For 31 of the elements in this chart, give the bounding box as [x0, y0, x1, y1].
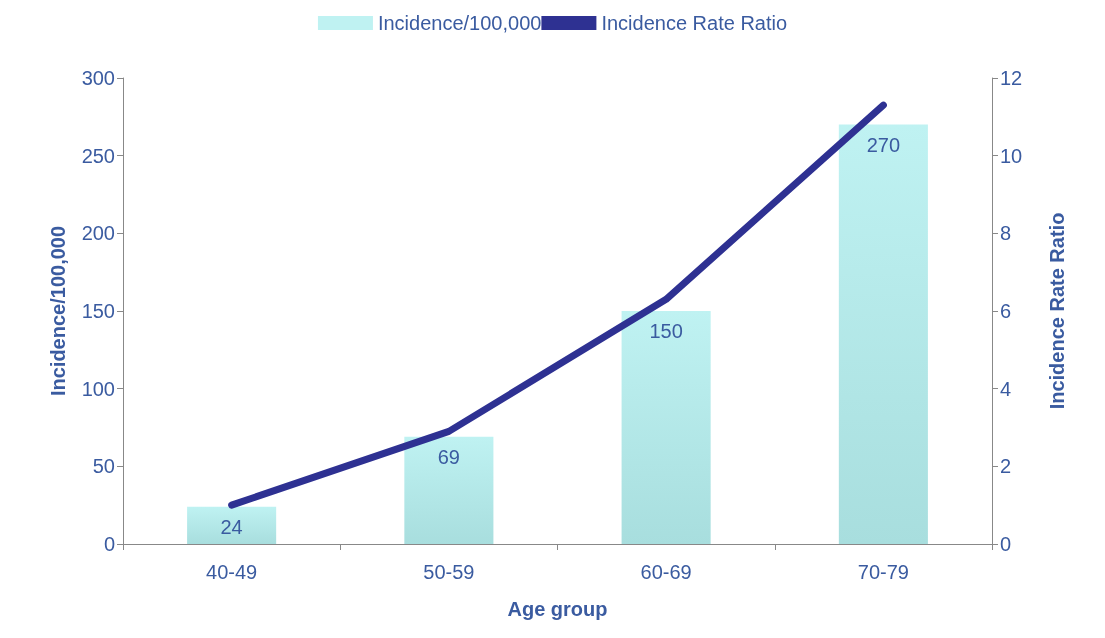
- data-label: 150: [649, 320, 683, 342]
- bar: [621, 311, 711, 544]
- y2-tick-label: 0: [1000, 533, 1012, 555]
- y2-tick-label: 8: [1000, 222, 1012, 245]
- data-label: 69: [437, 445, 460, 468]
- x-tick-label: 40-49: [206, 561, 258, 583]
- y-tick-label: 150: [81, 300, 115, 322]
- x-tick-label: 70-79: [857, 561, 909, 583]
- x-axis-title: Age group: [507, 598, 608, 620]
- y2-axis-title: Incidence Rate Ratio: [1046, 212, 1068, 410]
- data-label: 270: [866, 133, 901, 156]
- y-tick-label: 300: [81, 67, 115, 89]
- y-tick-label: 250: [81, 144, 115, 167]
- legend-label: Incidence Rate Ratio: [601, 12, 788, 34]
- y-tick-label: 0: [103, 533, 115, 555]
- bar: [404, 436, 494, 544]
- y-tick-label: 200: [81, 222, 115, 245]
- bar: [838, 124, 928, 544]
- y2-tick-label: 2: [1000, 455, 1012, 478]
- x-tick-label: 60-69: [640, 561, 692, 583]
- bar: [187, 506, 277, 544]
- data-label: 24: [220, 515, 243, 538]
- y2-tick-label: 10: [1000, 144, 1023, 167]
- legend-label: Incidence/100,000: [377, 12, 542, 34]
- y2-tick-label: 6: [1000, 300, 1012, 322]
- x-tick-label: 50-59: [423, 561, 475, 583]
- y-axis-title: Incidence/100,000: [47, 225, 69, 397]
- y2-tick-label: 12: [1000, 67, 1023, 89]
- y-tick-label: 50: [92, 455, 115, 478]
- y2-tick-label: 4: [1000, 377, 1012, 400]
- y-tick-label: 100: [81, 377, 115, 400]
